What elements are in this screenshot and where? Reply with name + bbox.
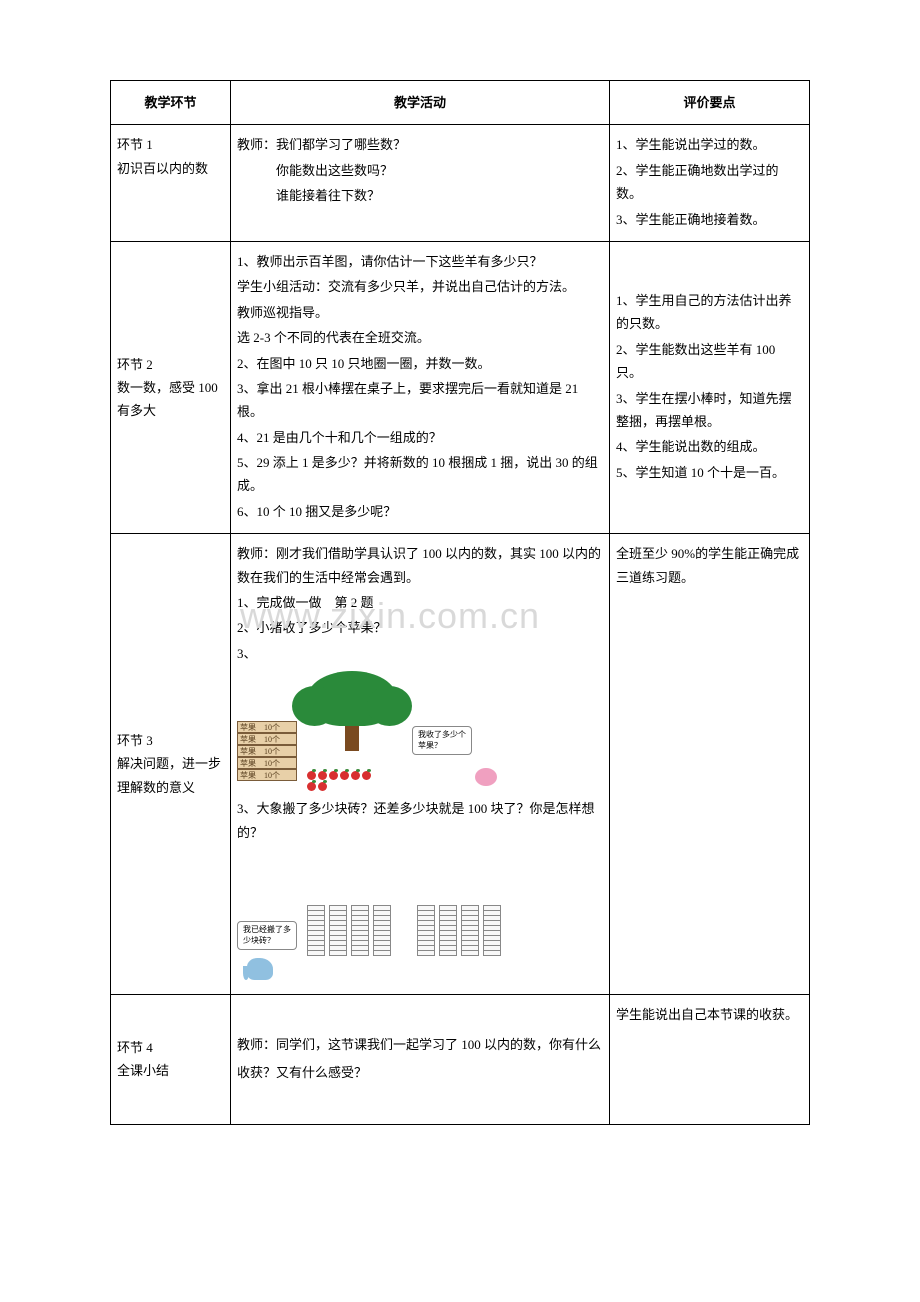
stage-cell: 环节 4 全课小结 — [111, 994, 231, 1124]
eval-line: 2、学生能正确地数出学过的数。 — [616, 159, 803, 206]
activity-line: 学生小组活动：交流有多少只羊，并说出自己估计的方法。 — [237, 275, 603, 298]
eval-line: 3、学生能正确地接着数。 — [616, 208, 803, 231]
activity-line: 教师：同学们，这节课我们一起学习了 100 以内的数，你有什么收获？又有什么感受… — [237, 1037, 601, 1081]
activity-line: 你能数出这些数吗？ — [237, 159, 603, 182]
box-row: 苹果 10个 — [237, 721, 297, 733]
apple-tree-illustration: 苹果 10个 苹果 10个 苹果 10个 苹果 10个 苹果 10个 — [237, 671, 497, 791]
apples-group — [307, 771, 377, 791]
table-row: 环节 4 全课小结 教师：同学们，这节课我们一起学习了 100 以内的数，你有什… — [111, 994, 810, 1124]
eval-line: 全班至少 90%的学生能正确完成三道练习题。 — [616, 542, 803, 589]
eval-line: 2、学生能数出这些羊有 100 只。 — [616, 338, 803, 385]
brick-stack-left — [307, 905, 391, 955]
stage-title: 环节 2 — [117, 357, 153, 372]
stage-cell: 环节 2 数一数，感受 100 有多大 — [111, 241, 231, 533]
stage-title: 环节 1 — [117, 137, 153, 152]
activity-line: 谁能接着往下数？ — [237, 184, 603, 207]
eval-cell: 全班至少 90%的学生能正确完成三道练习题。 — [610, 534, 810, 995]
pig-icon — [475, 768, 497, 786]
stage-title: 环节 3 — [117, 733, 153, 748]
activity-cell: 1、教师出示百羊图，请你估计一下这些羊有多少只？ 学生小组活动：交流有多少只羊，… — [231, 241, 610, 533]
eval-line: 4、学生能说出数的组成。 — [616, 435, 803, 458]
activity-line: 2、小猪收了多少个苹果？ — [237, 616, 603, 639]
header-activity: 教学活动 — [231, 81, 610, 125]
eval-line: 学生能说出自己本节课的收获。 — [616, 1007, 798, 1022]
elephant-icon — [247, 958, 273, 980]
eval-line: 1、学生用自己的方法估计出养的只数。 — [616, 289, 803, 336]
header-evaluation: 评价要点 — [610, 81, 810, 125]
activity-line: 教师巡视指导。 — [237, 301, 603, 324]
pig-speech-bubble: 我收了多少个苹果？ — [412, 726, 472, 755]
activity-cell: 教师：刚才我们借助学具认识了 100 以内的数，其实 100 以内的数在我们的生… — [231, 534, 610, 995]
tree-icon — [307, 671, 397, 751]
header-stage: 教学环节 — [111, 81, 231, 125]
stage-subtitle: 数一数，感受 100 有多大 — [117, 380, 218, 418]
eval-cell: 1、学生用自己的方法估计出养的只数。 2、学生能数出这些羊有 100 只。 3、… — [610, 241, 810, 533]
table-header-row: 教学环节 教学活动 评价要点 — [111, 81, 810, 125]
activity-line: 教师：刚才我们借助学具认识了 100 以内的数，其实 100 以内的数在我们的生… — [237, 542, 603, 589]
box-row: 苹果 10个 — [237, 769, 297, 781]
table-row: 环节 3 解决问题，进一步理解数的意义 教师：刚才我们借助学具认识了 100 以… — [111, 534, 810, 995]
activity-line: 3、大象搬了多少块砖？还差多少块就是 100 块了？你是怎样想的？ — [237, 797, 603, 844]
activity-cell: 教师：同学们，这节课我们一起学习了 100 以内的数，你有什么收获？又有什么感受… — [231, 994, 610, 1124]
stage-title: 环节 4 — [117, 1040, 153, 1055]
activity-line: 选 2-3 个不同的代表在全班交流。 — [237, 326, 603, 349]
activity-line: 3、拿出 21 根小棒摆在桌子上，要求摆完后一看就知道是 21 根。 — [237, 377, 603, 424]
activity-line: 5、29 添上 1 是多少？并将新数的 10 根捆成 1 捆，说出 30 的组成… — [237, 451, 603, 498]
activity-line: 1、完成做一做 第 2 题 — [237, 591, 603, 614]
eval-line: 3、学生在摆小棒时，知道先摆整捆，再摆单根。 — [616, 387, 803, 434]
stage-subtitle: 全课小结 — [117, 1063, 169, 1078]
stage-subtitle: 初识百以内的数 — [117, 161, 208, 176]
apple-boxes: 苹果 10个 苹果 10个 苹果 10个 苹果 10个 苹果 10个 — [237, 721, 297, 781]
stage-cell: 环节 1 初识百以内的数 — [111, 125, 231, 242]
table-row: 环节 2 数一数，感受 100 有多大 1、教师出示百羊图，请你估计一下这些羊有… — [111, 241, 810, 533]
box-row: 苹果 10个 — [237, 745, 297, 757]
bricks-illustration: 我已经搬了多少块砖？ — [237, 850, 517, 980]
activity-line: 6、10 个 10 捆又是多少呢？ — [237, 500, 603, 523]
eval-cell: 1、学生能说出学过的数。 2、学生能正确地数出学过的数。 3、学生能正确地接着数… — [610, 125, 810, 242]
box-row: 苹果 10个 — [237, 757, 297, 769]
table-row: 环节 1 初识百以内的数 教师：我们都学习了哪些数？ 你能数出这些数吗？ 谁能接… — [111, 125, 810, 242]
stage-cell: 环节 3 解决问题，进一步理解数的意义 — [111, 534, 231, 995]
elephant-speech-bubble: 我已经搬了多少块砖？ — [237, 921, 297, 950]
activity-cell: 教师：我们都学习了哪些数？ 你能数出这些数吗？ 谁能接着往下数？ — [231, 125, 610, 242]
eval-cell: 学生能说出自己本节课的收获。 — [610, 994, 810, 1124]
eval-line: 5、学生知道 10 个十是一百。 — [616, 461, 803, 484]
box-row: 苹果 10个 — [237, 733, 297, 745]
activity-line: 4、21 是由几个十和几个一组成的？ — [237, 426, 603, 449]
activity-line: 1、教师出示百羊图，请你估计一下这些羊有多少只？ — [237, 250, 603, 273]
stage-subtitle: 解决问题，进一步理解数的意义 — [117, 756, 221, 794]
lesson-plan-table: 教学环节 教学活动 评价要点 环节 1 初识百以内的数 教师：我们都学习了哪些数… — [110, 80, 810, 1125]
eval-line: 1、学生能说出学过的数。 — [616, 133, 803, 156]
activity-line: 2、在图中 10 只 10 只地圈一圈，并数一数。 — [237, 352, 603, 375]
activity-line: 3、 — [237, 642, 603, 665]
activity-line: 教师：我们都学习了哪些数？ — [237, 133, 603, 156]
brick-stack-right — [417, 905, 501, 955]
